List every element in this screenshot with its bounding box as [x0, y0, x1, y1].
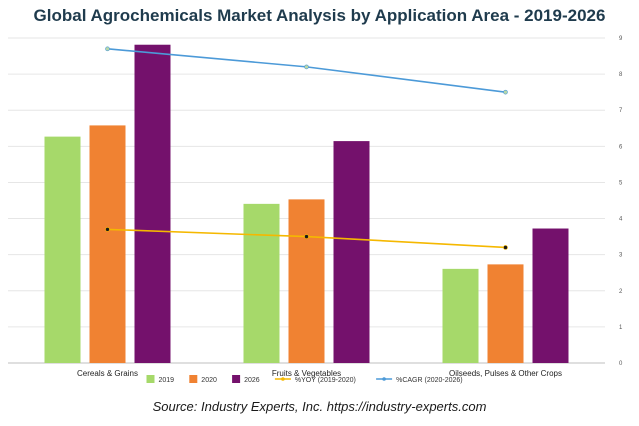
bar-2020-0 [89, 125, 126, 364]
point-%YOY (2019-2020)-2 [503, 245, 508, 250]
bar-2026-2 [532, 228, 569, 363]
category-label: Oilseeds, Pulses & Other Crops [449, 369, 562, 378]
point-%YOY (2019-2020)-0 [105, 227, 110, 232]
bar-2019-2 [442, 268, 479, 363]
right-axis-tick-label: 2 [619, 289, 623, 295]
legend-label: %YOY (2019-2020) [295, 377, 356, 384]
point-%CAGR (2020-2026)-2 [503, 89, 508, 95]
legend-label: 2020 [201, 377, 217, 384]
legend-label: 2019 [159, 377, 175, 384]
bar-2020-1 [288, 199, 325, 363]
right-axis-tick-label: 0 [619, 361, 623, 367]
chart-title: Global Agrochemicals Market Analysis by … [33, 6, 606, 25]
right-axis-tick-label: 3 [619, 253, 623, 259]
bar-2019-1 [243, 203, 280, 363]
right-axis-tick-label: 4 [619, 217, 623, 223]
legend-swatch-2020 [189, 375, 198, 383]
point-%YOY (2019-2020)-1 [304, 234, 309, 239]
point-%CAGR (2020-2026)-0 [105, 46, 110, 52]
source-note: Source: Industry Experts, Inc. https://i… [152, 399, 487, 414]
category-label: Cereals & Grains [77, 369, 138, 378]
legend-swatch-2019 [146, 375, 155, 383]
legend-label: 2026 [244, 377, 260, 384]
right-axis-tick-label: 8 [619, 72, 623, 78]
right-axis-tick-label: 9 [619, 36, 623, 42]
bar-2026-1 [333, 141, 370, 363]
right-axis-tick-label: 5 [619, 180, 623, 186]
category-label: Fruits & Vegetables [272, 369, 341, 378]
bar-2020-2 [487, 264, 524, 363]
bar-2019-0 [44, 136, 81, 363]
point-%CAGR (2020-2026)-1 [304, 64, 309, 70]
bar-2026-0 [134, 44, 171, 364]
legend-marker-%YOY (2019-2020) [281, 377, 285, 381]
legend-marker-%CAGR (2020-2026) [382, 377, 386, 381]
right-axis-tick-label: 6 [619, 144, 623, 150]
right-axis-tick-label: 7 [619, 108, 623, 114]
right-axis-tick-label: 1 [619, 325, 623, 331]
legend-swatch-2026 [232, 375, 241, 383]
legend-label: %CAGR (2020-2026) [396, 377, 463, 384]
